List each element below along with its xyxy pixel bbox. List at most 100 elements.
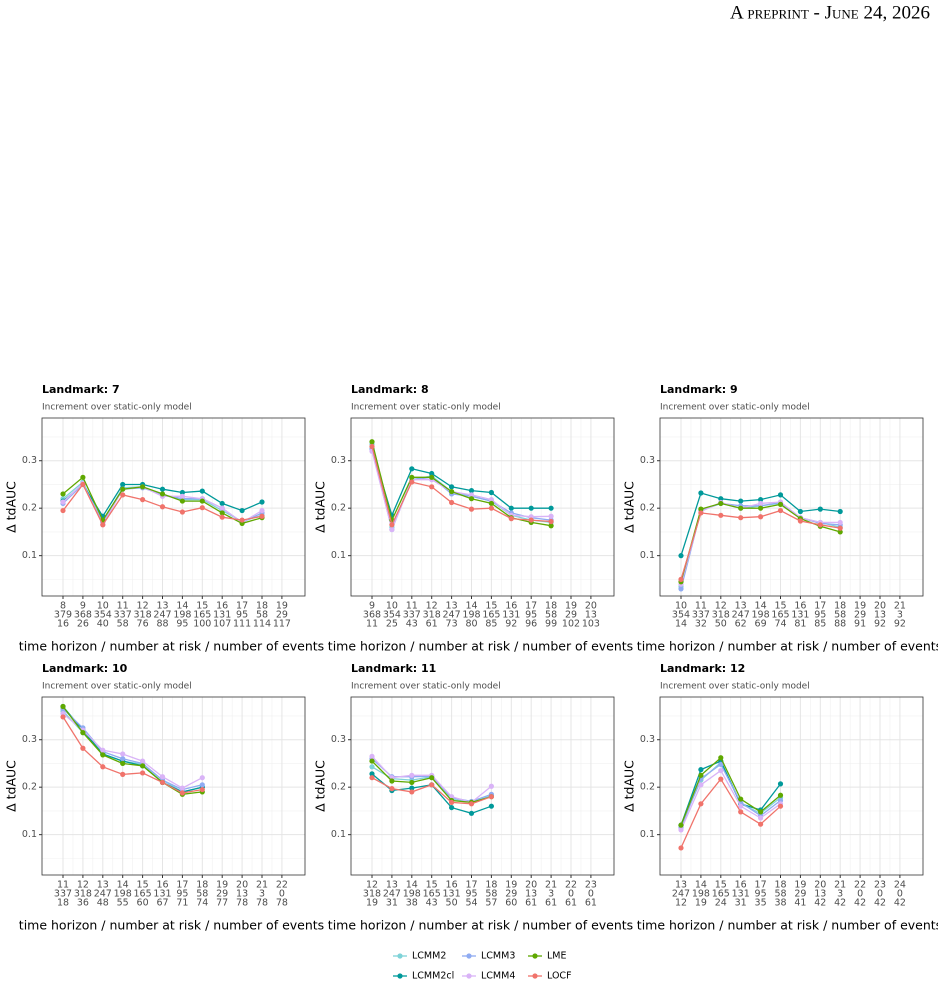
data-point	[488, 489, 494, 496]
x-tick-label: 12	[77, 880, 89, 891]
at-risk-label: 95	[236, 610, 248, 621]
x-tick-label: 11	[406, 601, 418, 612]
plot-border	[41, 696, 306, 876]
data-point	[698, 510, 704, 516]
at-risk-label: 247	[672, 889, 690, 900]
events-label: 55	[117, 898, 129, 909]
y-tick-label: 0.2	[22, 782, 37, 793]
panel: Landmark: 7 Increment over static-only mo…	[4, 383, 325, 654]
data-point	[120, 481, 126, 488]
data-point	[488, 783, 494, 789]
at-risk-label: 318	[134, 610, 152, 621]
data-point	[409, 789, 415, 795]
data-point	[698, 767, 704, 773]
data-point	[758, 505, 764, 511]
events-label: 88	[156, 619, 168, 630]
events-label: 77	[216, 898, 228, 909]
data-point	[389, 778, 395, 784]
at-risk-label: 13	[585, 610, 597, 621]
x-tick-label: 13	[675, 880, 687, 891]
data-point	[199, 498, 205, 504]
legend-label: LOCF	[547, 971, 572, 982]
events-label: 43	[406, 619, 418, 630]
y-tick-label: 0.3	[640, 455, 655, 466]
data-point	[100, 522, 106, 528]
events-label: 62	[735, 619, 747, 630]
events-label: 25	[386, 619, 398, 630]
x-tick-label: 15	[485, 601, 497, 612]
data-point	[409, 474, 415, 480]
at-risk-label: 29	[505, 889, 517, 900]
x-axis-label: time horizon / number at risk / number o…	[328, 639, 633, 654]
x-tick-label: 21	[834, 880, 846, 891]
at-risk-label: 368	[363, 610, 381, 621]
events-label: 42	[814, 898, 826, 909]
data-point	[678, 822, 684, 828]
data-point	[199, 782, 205, 788]
x-tick-label: 16	[735, 880, 747, 891]
x-tick-label: 15	[774, 601, 786, 612]
x-tick-label: 22	[276, 880, 288, 891]
data-point	[718, 512, 724, 518]
data-point	[120, 751, 126, 757]
events-label: 38	[774, 898, 786, 909]
events-label: 54	[465, 898, 477, 909]
x-tick-label: 14	[117, 880, 129, 891]
events-label: 92	[874, 619, 886, 630]
data-point	[718, 761, 724, 768]
x-tick-label: 16	[156, 880, 168, 891]
at-risk-label: 165	[193, 610, 211, 621]
data-point	[199, 786, 205, 793]
at-risk-label: 0	[897, 889, 903, 900]
y-axis-label: Δ tdAUC	[313, 760, 328, 812]
data-point	[100, 752, 106, 758]
data-point	[369, 775, 375, 781]
data-point	[698, 490, 704, 496]
x-tick-label: 17	[525, 601, 537, 612]
legend-label: LCMM2	[412, 951, 446, 962]
at-risk-label: 58	[196, 889, 208, 900]
events-label: 42	[834, 898, 846, 909]
data-point	[718, 767, 724, 774]
data-point	[468, 488, 475, 494]
at-risk-label: 0	[568, 889, 574, 900]
data-point	[389, 526, 395, 533]
at-risk-label: 0	[588, 889, 594, 900]
events-label: 78	[236, 898, 248, 909]
data-point	[259, 499, 265, 505]
y-tick-label: 0.1	[640, 829, 655, 840]
x-tick-label: 10	[386, 601, 398, 612]
events-label: 42	[854, 898, 866, 909]
events-label: 58	[117, 619, 129, 630]
at-risk-label: 354	[672, 610, 690, 621]
x-tick-label: 22	[854, 880, 866, 891]
plot-background	[351, 418, 614, 596]
panel-title: Landmark: 10	[42, 662, 128, 675]
events-label: 76	[137, 619, 149, 630]
y-tick-label: 0.1	[331, 550, 346, 561]
at-risk-label: 198	[692, 889, 710, 900]
events-label: 57	[485, 898, 497, 909]
data-point	[698, 506, 704, 512]
y-tick-label: 0.1	[22, 829, 37, 840]
x-tick-label: 22	[565, 880, 577, 891]
data-point	[468, 506, 475, 512]
at-risk-label: 0	[877, 889, 883, 900]
page-header: A preprint - June 24, 2026	[730, 2, 930, 23]
x-tick-label: 18	[774, 880, 786, 891]
legend-marker	[466, 973, 472, 979]
data-point	[678, 576, 684, 582]
panel-title: Landmark: 7	[42, 383, 120, 396]
at-risk-label: 247	[153, 610, 171, 621]
x-tick-label: 23	[874, 880, 886, 891]
data-point	[80, 474, 86, 480]
data-point	[468, 492, 475, 498]
series-line	[62, 713, 203, 789]
at-risk-label: 337	[692, 610, 710, 621]
data-point	[548, 505, 554, 511]
x-tick-label: 21	[894, 601, 906, 612]
data-point	[80, 745, 86, 751]
events-label: 78	[256, 898, 268, 909]
at-risk-label: 379	[54, 610, 72, 621]
data-point	[429, 470, 435, 477]
